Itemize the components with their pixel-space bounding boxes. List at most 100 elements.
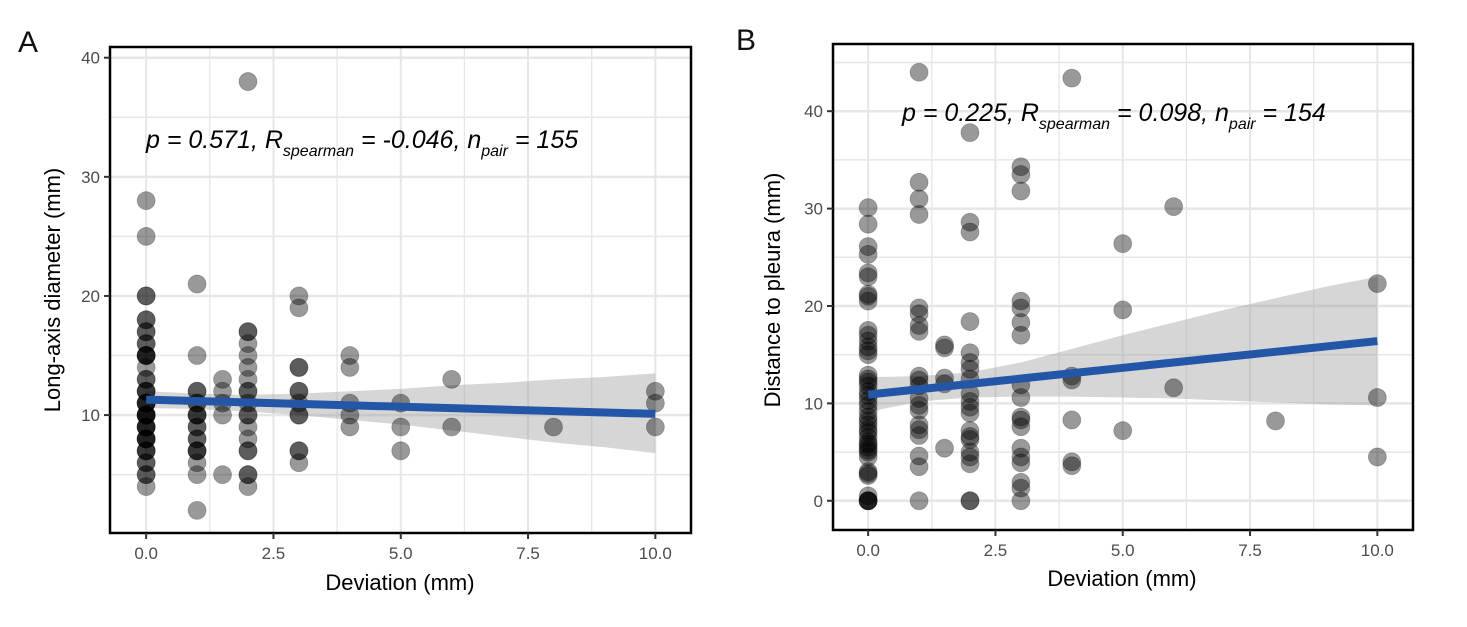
data-point (136, 334, 156, 354)
data-point (136, 346, 156, 365)
panel-a-fit-line (146, 395, 656, 418)
data-point (136, 310, 156, 330)
data-point (136, 405, 156, 425)
data-point (136, 369, 156, 389)
x-tick-label: 10.0 (1361, 541, 1394, 560)
data-point (136, 226, 156, 246)
data-point (187, 429, 207, 449)
data-point (645, 381, 665, 401)
x-tick-label: 7.5 (516, 544, 540, 563)
panel-a-y-axis-title: Long-axis diameter (mm) (40, 168, 65, 413)
data-point (909, 446, 929, 466)
data-point (858, 491, 878, 511)
data-point (858, 341, 878, 361)
data-point (289, 441, 309, 461)
data-point (136, 334, 156, 354)
data-point (1367, 447, 1387, 467)
data-point (1164, 378, 1184, 398)
y-tick-label: 30 (804, 200, 823, 219)
data-point (909, 316, 929, 335)
data-point (136, 453, 156, 473)
data-point (858, 420, 878, 440)
data-point (960, 392, 980, 411)
data-point (187, 417, 207, 437)
panel-b-y-axis-title: Distance to pleura (mm) (760, 173, 785, 408)
panel-a-y-ticks: 10 20 30 40 (81, 49, 110, 425)
data-point (238, 72, 258, 91)
annot-r-subscript: spearman (283, 143, 354, 160)
data-point (858, 423, 878, 443)
data-point (909, 189, 929, 209)
data-point (289, 453, 309, 473)
annot-p-value: p = 0.225, R (901, 99, 1039, 127)
y-tick-label: 0 (814, 492, 823, 511)
data-point (960, 454, 980, 474)
data-point (960, 421, 980, 441)
data-point (1011, 313, 1031, 332)
data-point (289, 358, 309, 377)
data-point (960, 222, 980, 242)
y-tick-label: 40 (804, 102, 823, 121)
data-point (136, 417, 156, 437)
annot-r-subscript: spearman (1039, 116, 1110, 133)
y-tick-label: 20 (81, 287, 100, 306)
data-point (187, 441, 207, 461)
y-tick-label: 10 (81, 406, 100, 425)
data-point (136, 417, 156, 437)
data-point (238, 441, 258, 461)
data-point (1266, 411, 1285, 431)
data-point (1062, 456, 1082, 476)
data-point (960, 212, 980, 232)
annot-r-value: = -0.046, n (354, 126, 481, 154)
panel-a: A 0.0 2.5 5.0 7.5 10.0 10 20 30 40 Deviation (m… (18, 26, 693, 595)
data-point (858, 395, 878, 415)
panel-a-label: A (18, 26, 38, 59)
data-point (136, 465, 156, 485)
data-point (289, 298, 309, 318)
data-point (858, 415, 878, 435)
data-point (136, 405, 156, 425)
x-tick-label: 2.5 (984, 541, 1008, 560)
data-point (1113, 234, 1133, 254)
data-point (858, 464, 878, 483)
data-point (136, 405, 156, 425)
data-point (1011, 453, 1031, 473)
data-point (1011, 410, 1031, 430)
data-point (1011, 157, 1031, 177)
data-point (238, 477, 258, 496)
data-point (1367, 388, 1387, 407)
data-point (858, 462, 878, 481)
data-point (909, 62, 929, 82)
data-point (136, 405, 156, 425)
data-point (960, 430, 980, 449)
data-point (909, 426, 929, 445)
data-point (960, 312, 980, 331)
data-point (391, 441, 411, 461)
data-point (858, 237, 878, 256)
x-tick-label: 10.0 (639, 544, 672, 563)
data-point (909, 457, 929, 477)
data-point (909, 304, 929, 324)
regression-line (867, 337, 1378, 399)
regression-line (146, 395, 656, 418)
data-point (960, 491, 980, 511)
data-point (1011, 438, 1031, 458)
data-point (1062, 410, 1082, 430)
panel-b-fit-line (867, 337, 1378, 399)
x-tick-label: 5.0 (1111, 541, 1135, 560)
annot-n-subscript: pair (480, 143, 508, 160)
panel-a-grid (110, 47, 691, 533)
data-point (442, 417, 462, 437)
x-tick-label: 5.0 (389, 544, 413, 563)
data-point (909, 491, 929, 511)
data-point (340, 417, 360, 437)
y-tick-label: 10 (804, 394, 823, 413)
panel-b-points (858, 62, 1387, 511)
data-point (238, 369, 258, 389)
data-point (960, 427, 980, 446)
data-point (858, 267, 878, 287)
data-point (136, 441, 156, 461)
data-point (136, 405, 156, 425)
data-point (858, 411, 878, 431)
data-point (340, 358, 360, 377)
